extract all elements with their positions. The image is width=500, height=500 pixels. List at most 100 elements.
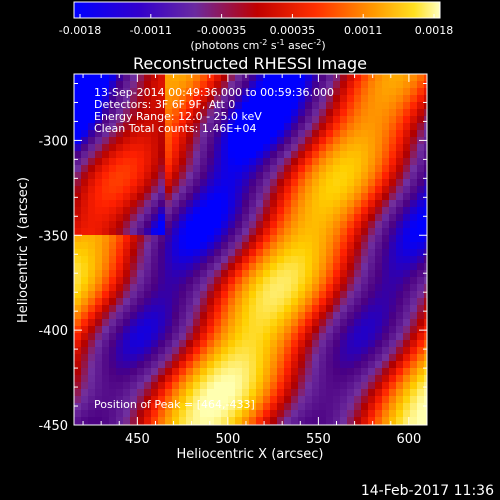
heatmap-cell	[193, 410, 200, 417]
heatmap-cell	[305, 200, 312, 207]
heatmap-cell	[165, 249, 172, 256]
heatmap-cell	[326, 340, 333, 347]
heatmap-cell	[116, 172, 123, 179]
heatmap-cell	[235, 326, 242, 333]
heatmap-cell	[361, 165, 368, 172]
heatmap-cell	[242, 277, 249, 284]
heatmap-cell	[179, 396, 186, 403]
heatmap-cell	[186, 200, 193, 207]
heatmap-cell	[95, 151, 102, 158]
heatmap-cell	[214, 158, 221, 165]
heatmap-cell	[368, 242, 375, 249]
heatmap-cell	[242, 144, 249, 151]
heatmap-cell	[424, 221, 427, 228]
heatmap-cell	[109, 249, 116, 256]
heatmap-cell	[277, 347, 284, 354]
heatmap-cell	[333, 95, 340, 102]
heatmap-cell	[284, 270, 291, 277]
heatmap-cell	[249, 102, 256, 109]
heatmap-cell	[116, 193, 123, 200]
heatmap-cell	[284, 256, 291, 263]
heatmap-cell	[389, 270, 396, 277]
heatmap-cell	[375, 130, 382, 137]
heatmap-cell	[88, 333, 95, 340]
heatmap-cell	[207, 354, 214, 361]
heatmap-cell	[382, 200, 389, 207]
heatmap-cell	[109, 123, 116, 130]
heatmap-cell	[207, 333, 214, 340]
heatmap-cell	[375, 291, 382, 298]
heatmap-cell	[319, 74, 326, 81]
heatmap-cell	[207, 74, 214, 81]
heatmap-cell	[312, 312, 319, 319]
heatmap-cell	[102, 270, 109, 277]
heatmap-cell	[277, 403, 284, 410]
heatmap-cell	[354, 228, 361, 235]
heatmap-cell	[242, 200, 249, 207]
heatmap-cell	[382, 88, 389, 95]
heatmap-cell	[88, 410, 95, 417]
heatmap-cell	[424, 116, 427, 123]
heatmap-cell	[270, 403, 277, 410]
heatmap-cell	[130, 263, 137, 270]
heatmap-cell	[249, 228, 256, 235]
heatmap-cell	[158, 123, 165, 130]
heatmap-cell	[361, 74, 368, 81]
heatmap-cell	[95, 291, 102, 298]
heatmap-cell	[396, 186, 403, 193]
heatmap-cell	[179, 361, 186, 368]
heatmap-cell	[291, 368, 298, 375]
heatmap-cell	[130, 158, 137, 165]
heatmap-cell	[109, 221, 116, 228]
heatmap-cell	[109, 144, 116, 151]
heatmap-cell	[228, 95, 235, 102]
heatmap-cell	[284, 242, 291, 249]
heatmap-cell	[158, 277, 165, 284]
heatmap-cell	[228, 319, 235, 326]
heatmap-cell	[256, 347, 263, 354]
heatmap-cell	[109, 375, 116, 382]
heatmap-cell	[88, 319, 95, 326]
heatmap-cell	[298, 249, 305, 256]
heatmap-cell	[179, 284, 186, 291]
heatmap-cell	[88, 130, 95, 137]
heatmap-cell	[200, 270, 207, 277]
heatmap-cell	[151, 298, 158, 305]
heatmap-cell	[361, 221, 368, 228]
heatmap-cell	[403, 179, 410, 186]
heatmap-cell	[277, 193, 284, 200]
heatmap-cell	[144, 158, 151, 165]
heatmap-cell	[249, 389, 256, 396]
heatmap-cell	[144, 193, 151, 200]
heatmap-cell	[228, 116, 235, 123]
heatmap-cell	[235, 361, 242, 368]
heatmap-cell	[249, 312, 256, 319]
heatmap-cell	[151, 333, 158, 340]
heatmap-cell	[81, 144, 88, 151]
heatmap-cell	[123, 179, 130, 186]
heatmap-cell	[382, 298, 389, 305]
heatmap-cell	[256, 179, 263, 186]
heatmap-cell	[123, 144, 130, 151]
heatmap-cell	[361, 389, 368, 396]
heatmap-cell	[326, 74, 333, 81]
heatmap-cell	[270, 214, 277, 221]
heatmap-cell	[123, 207, 130, 214]
heatmap-cell	[165, 326, 172, 333]
heatmap-cell	[403, 109, 410, 116]
heatmap-cell	[382, 137, 389, 144]
heatmap-cell	[382, 193, 389, 200]
heatmap-cell	[172, 284, 179, 291]
heatmap-cell	[326, 235, 333, 242]
heatmap-cell	[354, 165, 361, 172]
heatmap-cell	[284, 305, 291, 312]
heatmap-cell	[123, 403, 130, 410]
heatmap-cell	[74, 305, 81, 312]
heatmap-cell	[200, 396, 207, 403]
heatmap-cell	[137, 368, 144, 375]
heatmap-cell	[74, 235, 81, 242]
heatmap-cell	[382, 333, 389, 340]
heatmap-cell	[123, 319, 130, 326]
heatmap-cell	[249, 193, 256, 200]
heatmap-cell	[88, 123, 95, 130]
